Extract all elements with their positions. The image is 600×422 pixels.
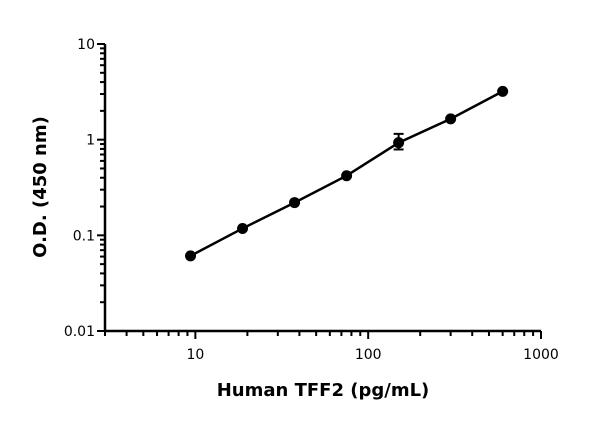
data-point [445, 113, 457, 125]
data-point [341, 170, 353, 182]
data-point [237, 222, 249, 234]
data-point [393, 137, 405, 149]
data-marks [185, 85, 509, 262]
x-tick-label: 1000 [523, 347, 559, 363]
y-tick-label: 0.1 [73, 228, 95, 244]
data-point [289, 197, 301, 209]
y-axis-label: O.D. (450 nm) [30, 116, 51, 258]
data-point [185, 250, 197, 262]
x-tick-label: 100 [355, 347, 382, 363]
x-axis-label: Human TFF2 (pg/mL) [217, 380, 430, 401]
y-tick-label: 1 [86, 133, 95, 149]
y-tick-label: 10 [77, 37, 95, 53]
data-point [497, 85, 509, 97]
x-tick-label: 10 [186, 347, 204, 363]
y-tick-label: 0.01 [64, 324, 95, 340]
axes: 10 100 1000 0.01 0.1 1 10 [64, 37, 559, 363]
